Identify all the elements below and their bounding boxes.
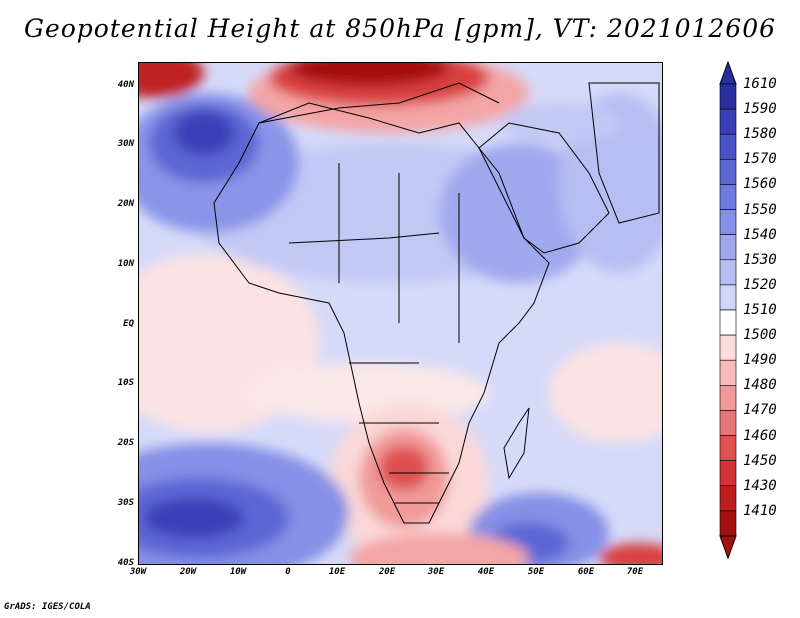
lat-label-30s: 30S [117, 498, 134, 508]
colorbar-swatch [719, 284, 737, 311]
lat-label-eq: EQ [123, 319, 134, 329]
lat-label-30n: 30N [117, 139, 134, 149]
colorbar-label: 1550 [743, 201, 777, 218]
lon-label-30w: 30W [129, 567, 147, 577]
colorbar-bottom-arrow [719, 535, 737, 560]
lat-label-20n: 20N [117, 199, 134, 209]
colorbar-swatch [719, 309, 737, 336]
colorbar-swatch [719, 385, 737, 411]
coastlines [213, 82, 660, 524]
colorbar-label: 1530 [743, 251, 777, 268]
colorbar-swatch [719, 510, 737, 537]
colorbar-label: 1540 [743, 226, 777, 243]
colorbar-swatch [719, 83, 737, 110]
colorbar-label: 1470 [743, 402, 777, 419]
lat-label-10n: 10N [117, 259, 134, 269]
colorbar-swatch [719, 234, 737, 261]
colorbar-swatch [719, 133, 737, 160]
lon-label-20w: 20W [179, 567, 197, 577]
colorbar-swatch [719, 334, 737, 361]
colorbar-label: 1560 [743, 176, 777, 193]
colorbar-swatch [719, 485, 737, 512]
lon-label-40e: 40E [477, 567, 495, 577]
colorbar-label: 1450 [743, 452, 777, 469]
colorbar-label: 1590 [743, 101, 777, 118]
colorbar-swatch [719, 184, 737, 210]
colorbar-swatch [719, 259, 737, 286]
colorbar-swatch [719, 108, 737, 135]
colorbar [719, 60, 737, 560]
map-title: Geopotential Height at 850hPa [gpm], VT:… [23, 14, 777, 43]
lon-label-50e: 50E [527, 567, 545, 577]
lon-label-10e: 10E [328, 567, 346, 577]
lat-label-40s: 40S [117, 558, 134, 568]
colorbar-label: 1510 [743, 302, 777, 318]
grads-credit: GrADS: IGES/COLA [4, 602, 91, 612]
colorbar-top-arrow [719, 60, 737, 85]
colorbar-label: 1410 [743, 502, 777, 519]
geopotential-field [139, 63, 662, 564]
colorbar-label: 1480 [743, 377, 777, 394]
map-frame [138, 62, 663, 565]
colorbar-swatch [719, 435, 737, 461]
colorbar-label: 1580 [743, 126, 777, 143]
colorbar-label: 1570 [743, 151, 777, 168]
colorbar-label: 1460 [743, 427, 777, 444]
colorbar-label: 1500 [743, 327, 777, 344]
lon-label-10w: 10W [229, 567, 247, 577]
colorbar-label: 1520 [743, 276, 777, 293]
colorbar-swatch [719, 410, 737, 436]
lat-label-10s: 10S [117, 378, 134, 388]
lat-label-20s: 20S [117, 438, 134, 448]
lat-label-40n: 40N [117, 80, 134, 90]
colorbar-label: 1430 [743, 477, 777, 494]
colorbar-label: 1610 [743, 76, 777, 92]
colorbar-swatch [719, 460, 737, 487]
lon-label-60e: 60E [577, 567, 595, 577]
lon-label-70e: 70E [626, 567, 644, 577]
lon-label-30e: 30E [427, 567, 445, 577]
lon-label-20e: 20E [378, 567, 396, 577]
colorbar-label: 1490 [743, 352, 777, 369]
colorbar-swatch [719, 159, 737, 185]
colorbar-swatch [719, 209, 737, 235]
colorbar-swatch [719, 359, 737, 386]
lon-label-0: 0 [285, 567, 291, 577]
